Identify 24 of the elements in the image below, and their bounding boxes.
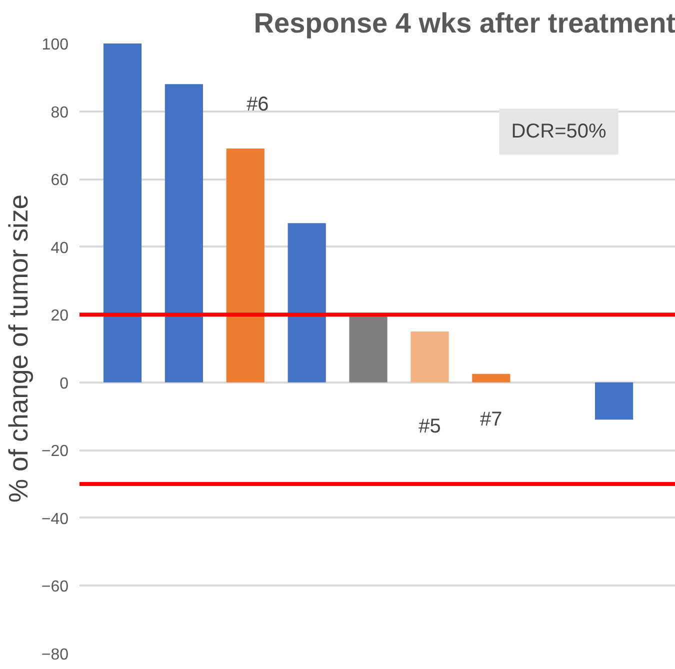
y-tick-label: 40	[50, 240, 69, 257]
annotation: #5	[418, 415, 441, 438]
annotation: DCR=50%	[511, 120, 606, 143]
bar	[103, 44, 142, 382]
bar	[226, 148, 264, 382]
y-tick-label: 100	[42, 36, 69, 54]
y-tick-label: −60	[41, 578, 69, 596]
y-tick-label: −20	[41, 443, 69, 460]
bar	[410, 332, 449, 382]
annotation: #6	[246, 94, 269, 116]
y-tick-label: −80	[41, 646, 69, 664]
bar	[595, 382, 634, 420]
y-tick-label: 0	[60, 375, 69, 392]
bar	[349, 314, 388, 382]
bar	[472, 374, 510, 382]
annotation: #7	[480, 408, 502, 431]
y-tick-label: 20	[50, 308, 69, 325]
bar	[164, 84, 203, 382]
chart-title: Response 4 wks after treatment	[254, 8, 675, 38]
y-tick-label: 80	[50, 104, 69, 122]
y-tick-label: 60	[50, 172, 69, 190]
bar	[288, 223, 326, 382]
y-axis-title: % of change of tumor size	[3, 194, 34, 503]
y-tick-label: −40	[41, 510, 69, 528]
